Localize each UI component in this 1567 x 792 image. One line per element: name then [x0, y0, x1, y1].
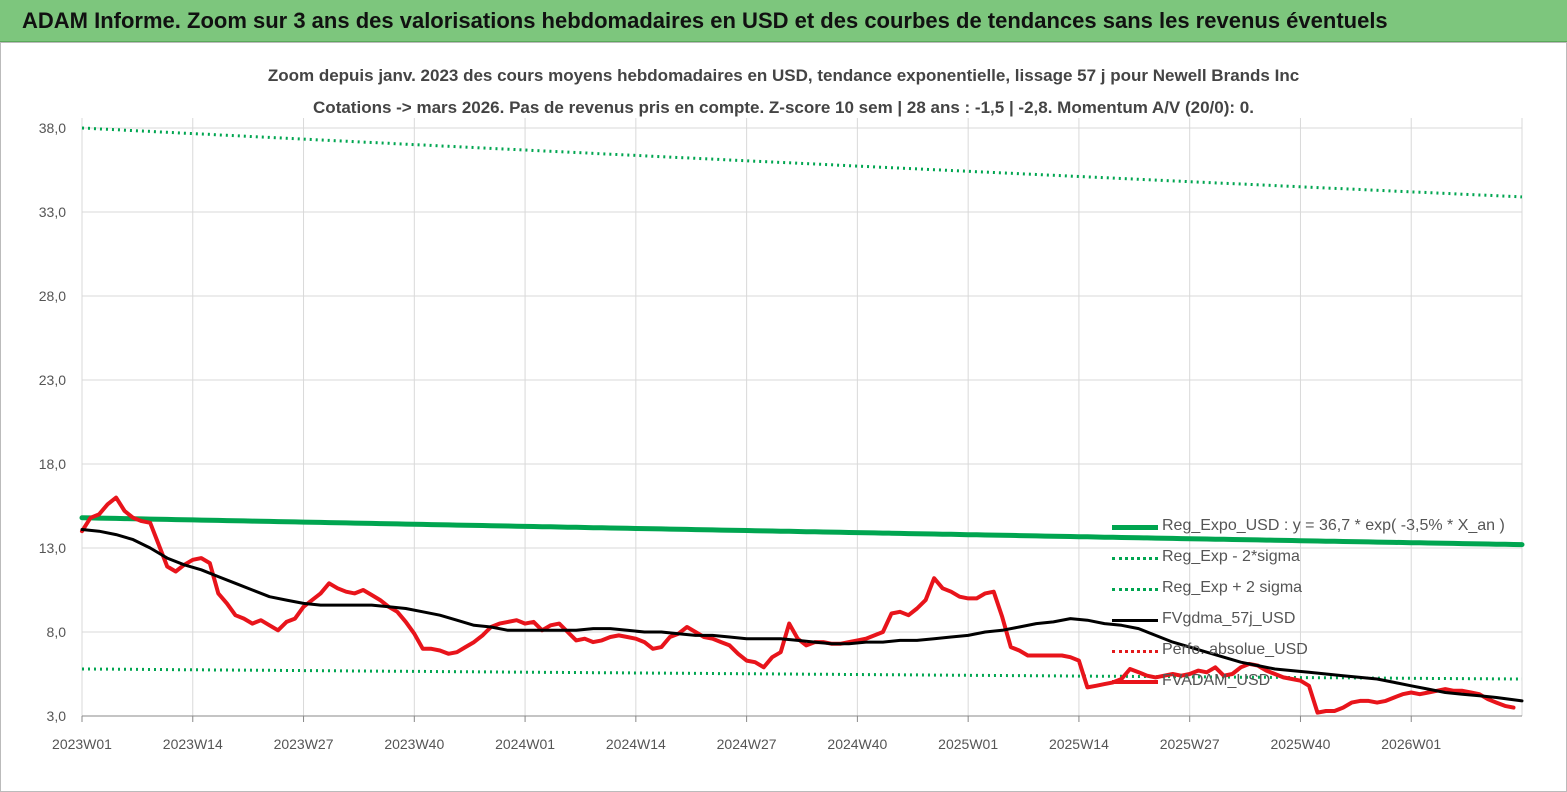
x-tick-label: 2025W27	[1160, 736, 1220, 752]
report-title: ADAM Informe. Zoom sur 3 ans des valoris…	[22, 8, 1388, 33]
legend-item: Reg_Exp + 2 sigma	[1112, 577, 1532, 601]
series-line-fvadam-usd	[80, 495, 1516, 715]
legend-swatch	[1112, 619, 1158, 622]
y-tick-label: 13,0	[39, 540, 66, 556]
legend-item: Reg_Expo_USD : y = 36,7 * exp( -3,5% * X…	[1112, 515, 1532, 539]
legend-item: FVgdma_57j_USD	[1112, 608, 1532, 632]
legend-swatch	[1112, 680, 1158, 684]
legend-swatch	[1112, 525, 1158, 530]
x-tick-label: 2023W27	[274, 736, 334, 752]
legend-item: Perfo. absolue_USD	[1112, 639, 1532, 663]
legend-label: Reg_Exp - 2*sigma	[1162, 548, 1300, 565]
x-tick-label: 2024W14	[606, 736, 666, 752]
legend-label: Reg_Exp + 2 sigma	[1162, 579, 1303, 596]
x-tick-label: 2026W01	[1381, 736, 1441, 752]
legend-item: FVADAM_USD	[1112, 670, 1532, 694]
series-line-reg-exp-2-sigma	[81, 126, 1523, 199]
x-tick-label: 2024W01	[495, 736, 555, 752]
x-tick-label: 2025W14	[1049, 736, 1109, 752]
x-tick-label: 2024W27	[717, 736, 777, 752]
y-tick-label: 23,0	[39, 372, 66, 388]
legend-swatch	[1112, 588, 1158, 591]
series-line-fvgdma-57j-usd	[80, 528, 1524, 703]
y-tick-label: 28,0	[39, 288, 66, 304]
legend-swatch	[1112, 557, 1158, 560]
legend-item: Reg_Exp - 2*sigma	[1112, 546, 1532, 570]
y-tick-label: 3,0	[47, 708, 67, 724]
series-line-reg-expo-usd-y-36-7-exp-3-5-x-an	[79, 515, 1525, 548]
chart-title: Zoom depuis janv. 2023 des cours moyens …	[267, 66, 1300, 85]
legend-swatch	[1112, 650, 1158, 653]
y-tick-label: 8,0	[47, 624, 67, 640]
chart-subtitle: Cotations -> mars 2026. Pas de revenus p…	[313, 98, 1254, 117]
x-tick-label: 2025W01	[938, 736, 998, 752]
y-tick-label: 38,0	[39, 120, 66, 136]
legend-label: Reg_Expo_USD : y = 36,7 * exp( -3,5% * X…	[1162, 517, 1505, 534]
x-tick-label: 2025W40	[1270, 736, 1330, 752]
x-tick-label: 2023W40	[384, 736, 444, 752]
legend-label: FVgdma_57j_USD	[1162, 610, 1296, 627]
x-tick-label: 2023W14	[163, 736, 223, 752]
report-banner: ADAM Informe. Zoom sur 3 ans des valoris…	[0, 0, 1567, 42]
x-tick-label: 2024W40	[827, 736, 887, 752]
y-tick-label: 18,0	[39, 456, 66, 472]
legend-label: Perfo. absolue_USD	[1162, 641, 1308, 658]
legend-label: FVADAM_USD	[1162, 672, 1271, 689]
x-tick-label: 2023W01	[52, 736, 112, 752]
y-tick-label: 33,0	[39, 204, 66, 220]
